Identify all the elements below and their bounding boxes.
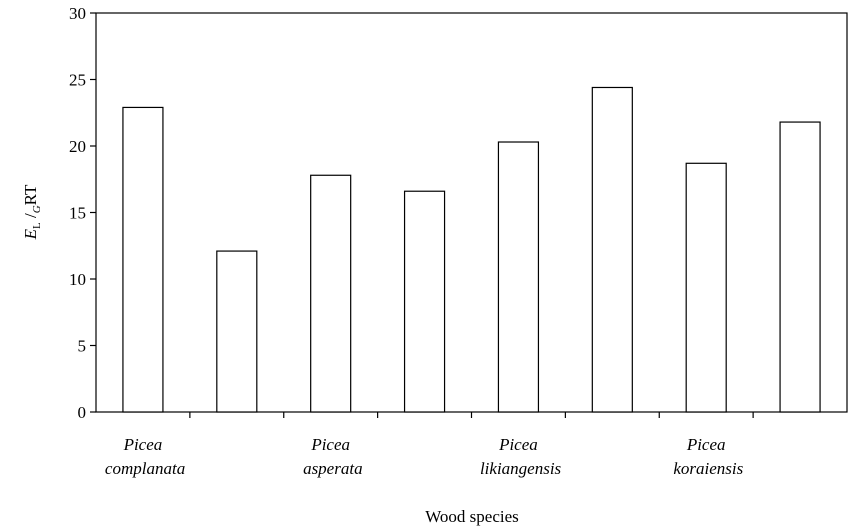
y-tick-label: 30 bbox=[69, 4, 86, 23]
y-tick-label: 0 bbox=[78, 403, 87, 422]
y-axis-label: EL /GRT bbox=[21, 184, 43, 240]
bar bbox=[779, 121, 821, 413]
y-tick-label: 25 bbox=[69, 71, 86, 90]
y-axis-label-part: G bbox=[31, 205, 43, 213]
x-tick-label: Picea koraiensis bbox=[669, 435, 744, 478]
plot-frame bbox=[95, 12, 848, 413]
bar bbox=[685, 162, 727, 413]
y-axis-label-part: / bbox=[21, 213, 40, 222]
x-tick-label: Picea complanata bbox=[101, 435, 186, 478]
x-axis-label: Wood species bbox=[425, 507, 519, 526]
bar bbox=[497, 141, 540, 413]
y-tick-label: 15 bbox=[69, 204, 86, 223]
y-axis-label-part: E bbox=[21, 228, 40, 240]
bar bbox=[122, 106, 164, 413]
bar bbox=[310, 174, 352, 413]
y-axis-label-part: RT bbox=[21, 184, 40, 205]
bar bbox=[216, 250, 258, 413]
y-tick-label: 10 bbox=[69, 270, 86, 289]
bar bbox=[591, 86, 633, 413]
y-tick-label: 20 bbox=[69, 137, 86, 156]
y-axis-label-part: L bbox=[31, 222, 43, 229]
bar bbox=[403, 190, 446, 413]
x-tick-label: Picea asperata bbox=[299, 435, 363, 478]
y-tick-label: 5 bbox=[78, 337, 87, 356]
x-tick-label: Picea likiangensis bbox=[476, 435, 562, 478]
